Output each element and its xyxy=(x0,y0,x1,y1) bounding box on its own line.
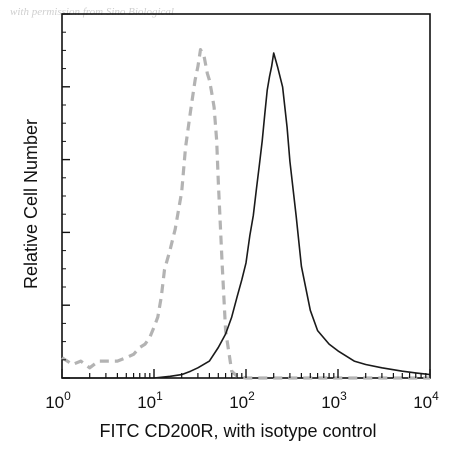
x-axis-ticks: 100 101 102 103 104 xyxy=(45,369,439,412)
watermark-text: with permission from Sino Biological xyxy=(10,6,174,18)
x-axis-label: FITC CD200R, with isotype control xyxy=(99,421,376,441)
y-axis-ticks xyxy=(62,13,70,379)
x-tick-label: 100 xyxy=(45,389,71,412)
x-tick-label: 101 xyxy=(137,389,163,412)
cd200r-stained-line xyxy=(62,52,431,379)
plot-frame xyxy=(61,13,431,379)
x-tick-label: 104 xyxy=(413,389,439,412)
plot-border xyxy=(61,13,431,379)
x-tick-label: 102 xyxy=(229,389,255,412)
y-axis-label: Relative Cell Number xyxy=(21,119,41,289)
series-layer xyxy=(61,48,431,380)
x-tick-label: 103 xyxy=(321,389,347,412)
isotype-control-line xyxy=(61,48,430,380)
